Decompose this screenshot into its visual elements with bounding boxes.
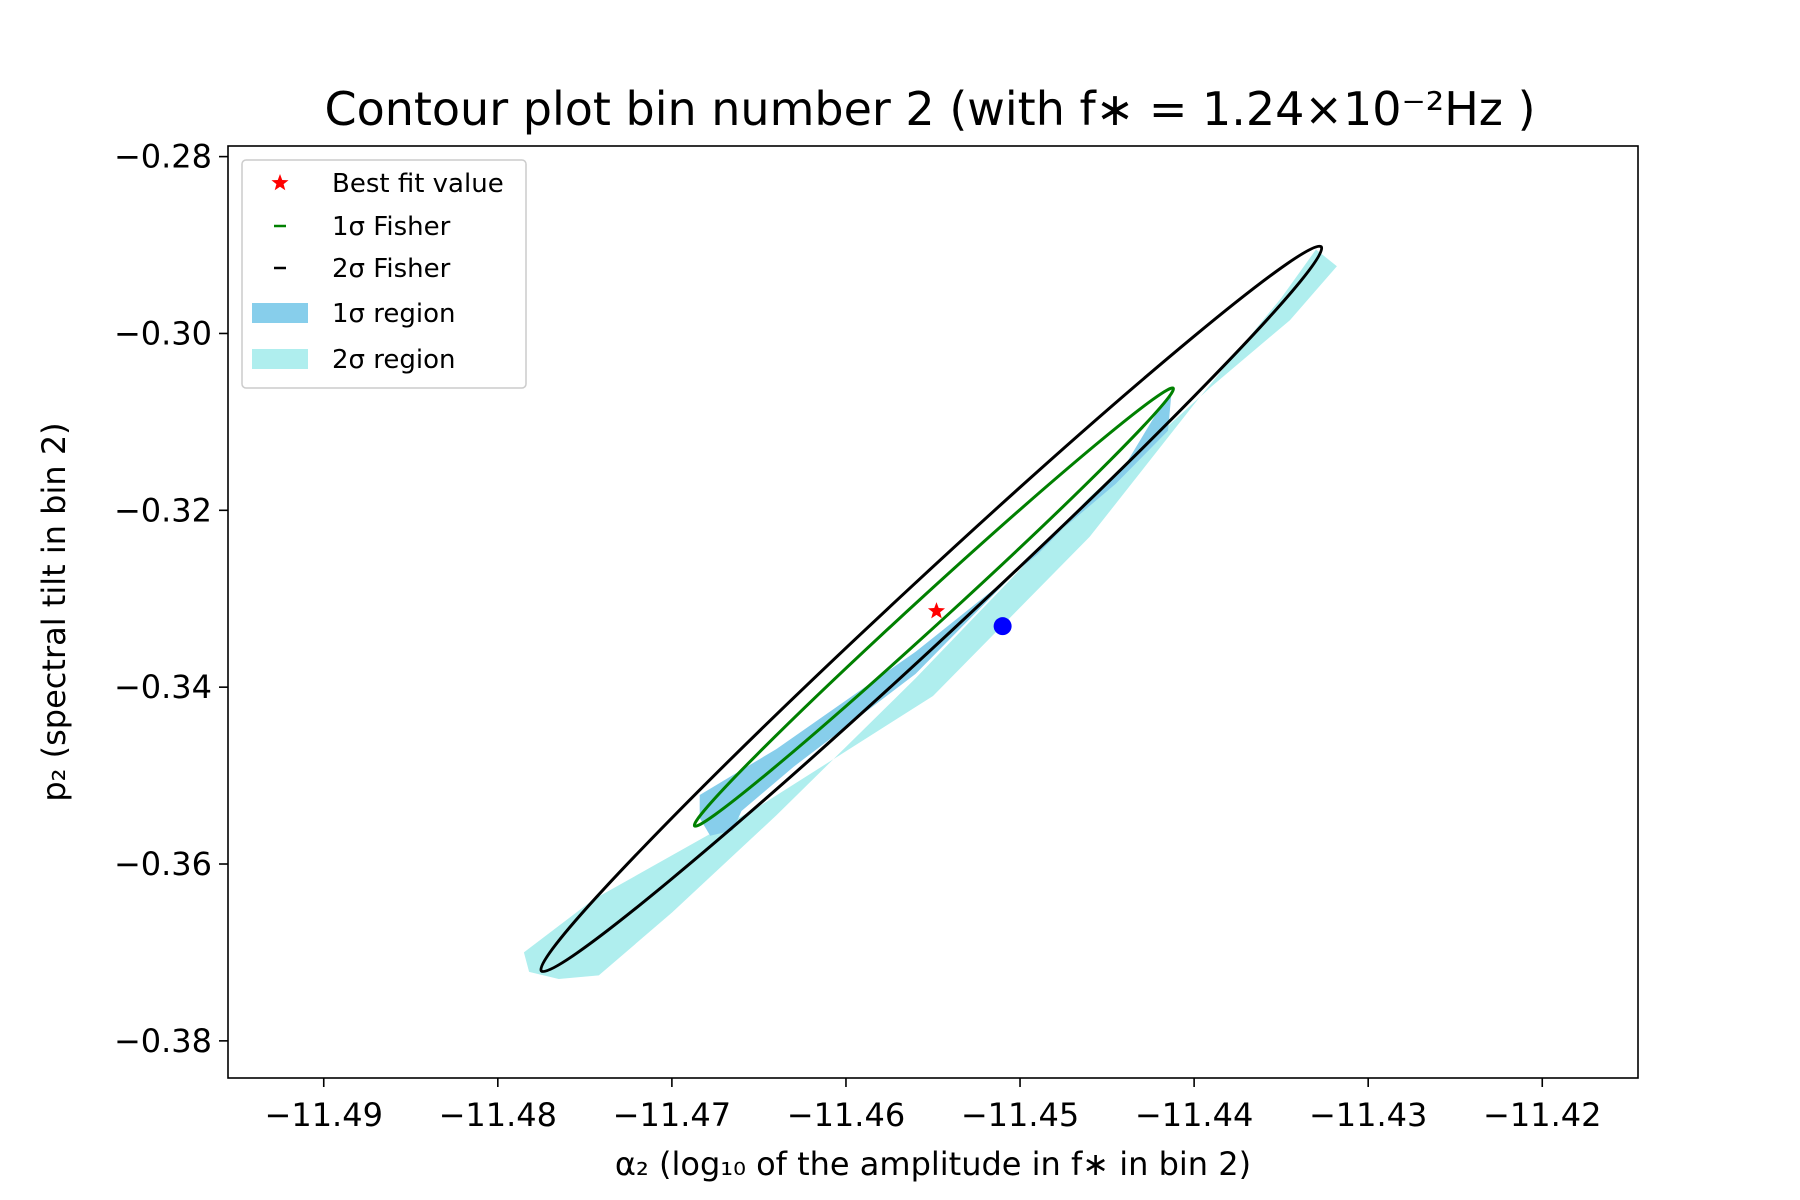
legend-label-1sigma-fisher: 1σ Fisher [332, 212, 451, 242]
legend-swatch-best-fit-value [271, 174, 289, 191]
plot-area [523, 244, 1337, 979]
chart-title: Contour plot bin number 2 (with f∗ = 1.2… [324, 82, 1535, 136]
2sigma-region-fill [523, 249, 1337, 979]
axis-ticks: −11.49 −11.48 −11.47 −11.46 −11.45 −11.44 −11.… [114, 138, 1602, 1134]
legend-label-1sigma-region: 1σ region [332, 299, 456, 329]
legend-label-best-fit-value: Best fit value [332, 169, 504, 199]
x-tick-label: −11.44 [1135, 1096, 1253, 1134]
plot-frame [227, 145, 1639, 1079]
y-tick-label: −0.38 [114, 1022, 212, 1060]
x-tick-label: −11.47 [613, 1096, 731, 1134]
x-tick-label: −11.45 [961, 1096, 1079, 1134]
legend-label-2sigma-fisher: 2σ Fisher [332, 254, 451, 284]
x-tick-label: −11.49 [265, 1096, 383, 1134]
2sigma-fisher-ellipse [539, 244, 1324, 974]
legend-swatch-2sigma-region [252, 349, 308, 369]
legend-swatch-1sigma-region [252, 303, 308, 323]
x-tick-label: −11.46 [787, 1096, 905, 1134]
x-tick-label: −11.48 [439, 1096, 557, 1134]
y-tick-label: −0.34 [114, 668, 212, 706]
1sigma-region-fill [699, 392, 1172, 836]
fiducial-point-marker [993, 617, 1012, 636]
y-axis-label: p₂ (spectral tilt in bin 2) [35, 422, 73, 801]
y-tick-label: −0.32 [114, 491, 212, 529]
y-tick-label: −0.30 [114, 314, 212, 352]
x-tick-label: −11.43 [1309, 1096, 1427, 1134]
legend: Best fit value 1σ Fisher 2σ Fisher 1σ regio… [241, 159, 527, 389]
legend-label-2sigma-region: 2σ region [332, 345, 456, 375]
best-fit-marker [927, 602, 946, 619]
y-tick-label: −0.36 [114, 845, 212, 883]
y-tick-label: −0.28 [114, 138, 212, 176]
x-tick-label: −11.42 [1483, 1096, 1601, 1134]
x-axis-label: α₂ (log₁₀ of the amplitude in f∗ in bin … [615, 1145, 1251, 1183]
legend-frame [241, 159, 527, 389]
1sigma-fisher-ellipse [692, 386, 1175, 828]
